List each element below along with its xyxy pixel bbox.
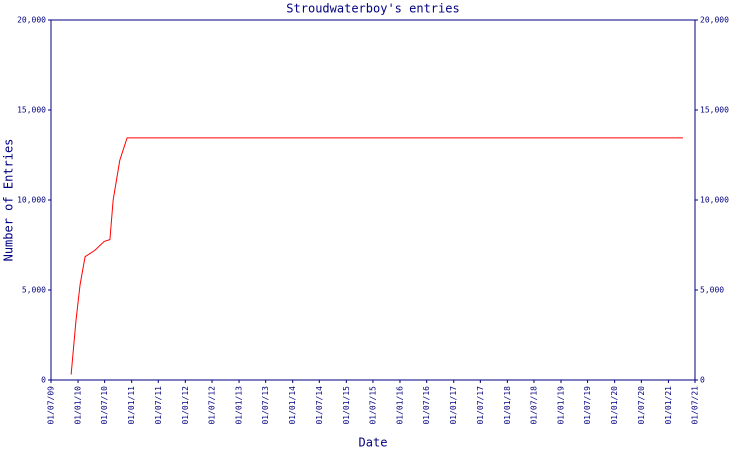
x-tick-label: 01/07/12	[208, 386, 217, 425]
x-tick-label: 01/07/16	[422, 386, 431, 425]
y2-tick-label: 5,000	[700, 286, 724, 295]
x-tick-label: 01/07/15	[368, 386, 377, 425]
x-tick-label: 01/01/16	[395, 386, 404, 425]
data-line	[70, 137, 683, 375]
x-tick-label: 01/01/19	[556, 386, 565, 425]
y2-tick-label: 0	[700, 376, 705, 385]
x-tick-label: 01/01/15	[342, 386, 351, 425]
x-tick-label: 01/01/11	[127, 386, 136, 425]
plot-frame	[50, 19, 696, 381]
y-tick-label: 15,000	[17, 106, 46, 115]
x-tick-label: 01/07/20	[637, 386, 646, 425]
y-tick-label: 5,000	[22, 286, 46, 295]
x-tick-label: 01/07/13	[261, 386, 270, 425]
x-tick-label: 01/07/19	[583, 386, 592, 425]
x-tick-label: 01/07/17	[476, 386, 485, 425]
y-tick-label: 20,000	[17, 16, 46, 25]
y-axis-label: Number of Entries	[2, 139, 16, 262]
x-tick-label: 01/01/20	[610, 386, 619, 425]
x-tick-label: 01/07/09	[47, 386, 56, 425]
y-tick-label: 10,000	[17, 196, 46, 205]
y2-tick-label: 15,000	[700, 106, 729, 115]
x-tick-label: 01/07/10	[100, 386, 109, 425]
y-tick-label: 0	[41, 376, 46, 385]
x-tick-label: 01/07/14	[315, 386, 324, 425]
x-tick-label: 01/07/11	[154, 386, 163, 425]
x-tick-label: 01/07/18	[529, 386, 538, 425]
x-tick-label: 01/01/13	[235, 386, 244, 425]
chart-title: Stroudwaterboy's entries	[286, 2, 459, 16]
x-axis-label: Date	[359, 436, 388, 450]
x-tick-label: 01/01/10	[74, 386, 83, 425]
y2-tick-label: 20,000	[700, 16, 729, 25]
x-tick-label: 01/01/12	[181, 386, 190, 425]
x-tick-label: 01/01/17	[449, 386, 458, 425]
x-tick-label: 01/01/21	[664, 386, 673, 425]
x-tick-label: 01/01/14	[288, 386, 297, 425]
x-tick-label: 01/07/21	[691, 386, 700, 425]
y2-tick-label: 10,000	[700, 196, 729, 205]
x-tick-label: 01/01/18	[503, 386, 512, 425]
